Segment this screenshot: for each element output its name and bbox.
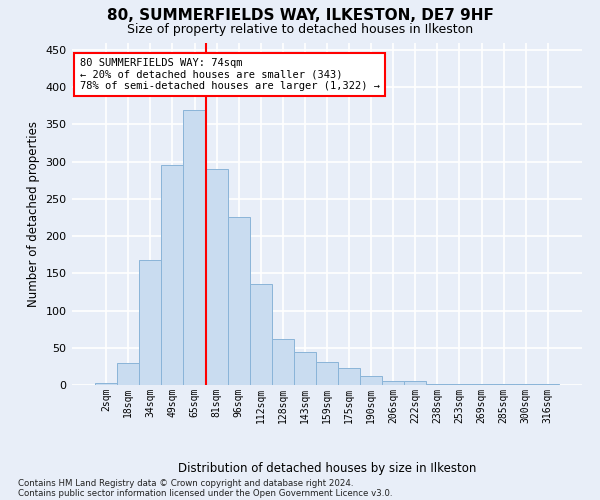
Bar [95, 383, 117, 385]
Bar [184, 110, 206, 385]
Bar [493, 384, 515, 385]
Bar [227, 216, 250, 385]
Bar [161, 166, 184, 385]
Text: Size of property relative to detached houses in Ilkeston: Size of property relative to detached ho… [127, 22, 473, 36]
Bar [537, 384, 559, 385]
Bar [360, 376, 382, 385]
Bar [470, 384, 493, 385]
Bar [338, 368, 360, 385]
Text: Contains public sector information licensed under the Open Government Licence v3: Contains public sector information licen… [18, 488, 392, 498]
Bar [427, 384, 448, 385]
Bar [382, 380, 404, 385]
Bar [250, 284, 272, 385]
Bar [515, 384, 537, 385]
Bar [272, 339, 294, 385]
X-axis label: Distribution of detached houses by size in Ilkeston: Distribution of detached houses by size … [178, 462, 476, 475]
Text: 80, SUMMERFIELDS WAY, ILKESTON, DE7 9HF: 80, SUMMERFIELDS WAY, ILKESTON, DE7 9HF [107, 8, 493, 22]
Text: 80 SUMMERFIELDS WAY: 74sqm
← 20% of detached houses are smaller (343)
78% of sem: 80 SUMMERFIELDS WAY: 74sqm ← 20% of deta… [80, 58, 380, 91]
Bar [117, 362, 139, 385]
Bar [404, 382, 427, 385]
Bar [294, 352, 316, 385]
Bar [316, 362, 338, 385]
Y-axis label: Number of detached properties: Number of detached properties [27, 120, 40, 306]
Bar [206, 169, 227, 385]
Text: Contains HM Land Registry data © Crown copyright and database right 2024.: Contains HM Land Registry data © Crown c… [18, 478, 353, 488]
Bar [448, 384, 470, 385]
Bar [139, 260, 161, 385]
